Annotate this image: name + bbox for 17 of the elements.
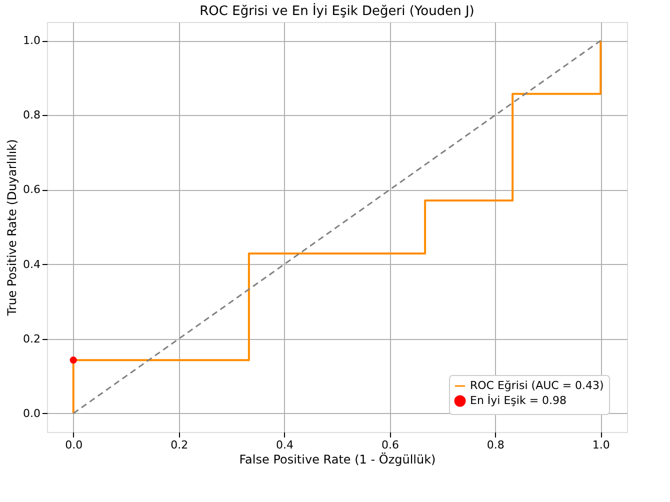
- y-tick-label: 0.2: [23, 332, 40, 346]
- y-tick-label: 0.6: [23, 183, 40, 196]
- y-tick-label: 0.4: [23, 258, 40, 271]
- x-tick-label: 0.4: [276, 438, 294, 452]
- y-axis-title: True Positive Rate (Duyarlılık): [5, 139, 20, 317]
- x-tick-label: 0.0: [65, 438, 83, 452]
- legend-label: ROC Eğrisi (AUC = 0.43): [470, 379, 604, 392]
- x-tick-label: 0.6: [381, 438, 399, 452]
- x-tick-label: 0.8: [486, 438, 504, 452]
- chart-title: ROC Eğrisi ve En İyi Eşik Değeri (Youden J): [200, 3, 474, 19]
- x-tick-label: 0.2: [170, 438, 188, 452]
- x-axis-title: False Positive Rate (1 - Özgüllük): [239, 452, 436, 466]
- y-tick-label: 1.0: [23, 34, 40, 48]
- x-tick-label: 1.0: [592, 438, 610, 452]
- y-tick-label: 0.8: [23, 108, 40, 122]
- legend-label: En İyi Eşik = 0.98: [470, 393, 567, 407]
- y-tick-label: 0.0: [23, 406, 40, 420]
